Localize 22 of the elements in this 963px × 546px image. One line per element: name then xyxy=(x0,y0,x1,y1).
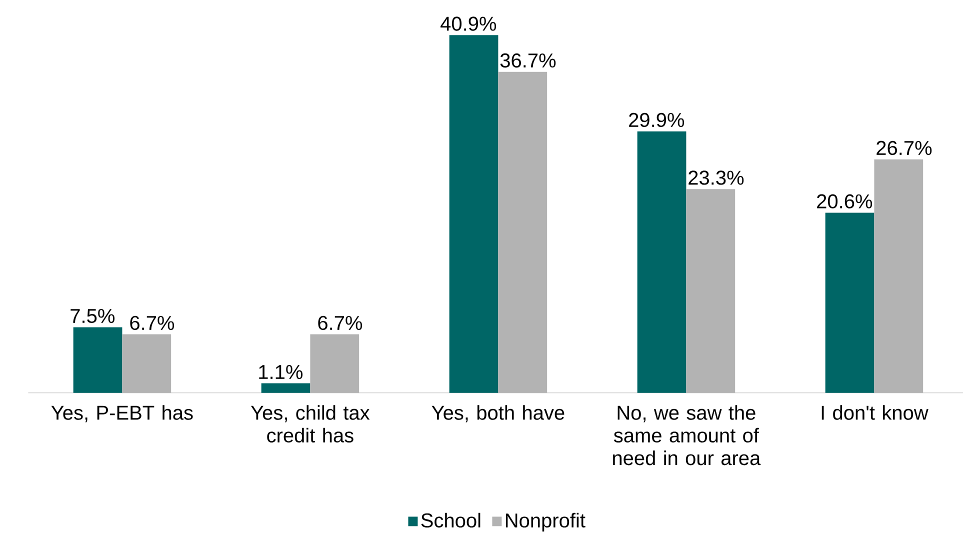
data-label: 6.7% xyxy=(318,316,362,330)
bar xyxy=(261,383,310,393)
x-tick-label: Yes, child tax credit has xyxy=(250,405,370,443)
bar xyxy=(73,327,122,393)
x-tick-label: Yes, P-EBT has xyxy=(51,405,193,422)
bar xyxy=(449,35,498,393)
data-label: 23.3% xyxy=(688,170,744,185)
bar xyxy=(825,212,874,393)
data-label: 26.7% xyxy=(876,140,932,156)
x-tick-label: No, we saw the same amount of need in our area xyxy=(613,405,761,466)
x-tick-label: I don't know xyxy=(822,405,928,420)
data-label: 1.1% xyxy=(259,365,302,380)
data-label: 6.7% xyxy=(130,316,174,330)
legend-label: School xyxy=(421,512,480,528)
data-label: 20.6% xyxy=(817,194,872,208)
data-label: 36.7% xyxy=(500,53,556,68)
x-tick-label: Yes, both have xyxy=(432,405,564,422)
data-label: 40.9% xyxy=(440,16,496,31)
legend-label: Nonprofit xyxy=(506,512,586,532)
bar xyxy=(637,131,686,393)
data-label: 29.9% xyxy=(629,112,684,128)
data-label: 7.5% xyxy=(70,308,114,324)
